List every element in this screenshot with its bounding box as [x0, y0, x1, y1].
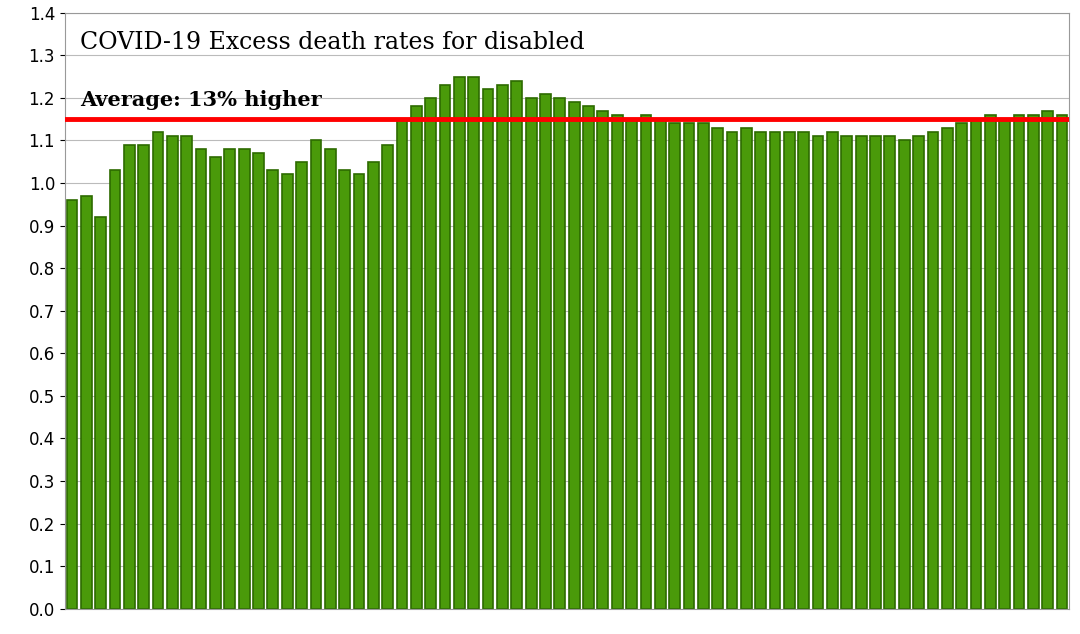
Bar	[855, 136, 866, 609]
Bar	[382, 145, 393, 609]
Bar	[899, 140, 909, 609]
Bar	[870, 136, 881, 609]
Bar	[353, 174, 364, 609]
Bar	[67, 200, 78, 609]
Bar	[540, 94, 551, 609]
Bar	[942, 127, 953, 609]
Bar	[755, 132, 766, 609]
Bar	[426, 98, 436, 609]
Bar	[597, 110, 608, 609]
Bar	[181, 136, 192, 609]
Bar	[497, 85, 508, 609]
Bar	[1042, 110, 1053, 609]
Bar	[268, 170, 279, 609]
Bar	[211, 157, 220, 609]
Bar	[368, 162, 379, 609]
Bar	[311, 140, 321, 609]
Bar	[1014, 115, 1024, 609]
Bar	[1056, 115, 1067, 609]
Bar	[396, 119, 407, 609]
Bar	[1028, 115, 1039, 609]
Bar	[971, 119, 982, 609]
Text: Average: 13% higher: Average: 13% higher	[80, 90, 322, 110]
Bar	[741, 127, 752, 609]
Bar	[827, 132, 838, 609]
Bar	[81, 196, 92, 609]
Bar	[225, 149, 235, 609]
Bar	[798, 132, 809, 609]
Bar	[885, 136, 895, 609]
Bar	[640, 115, 651, 609]
Bar	[914, 136, 923, 609]
Bar	[110, 170, 120, 609]
Bar	[253, 153, 264, 609]
Bar	[670, 124, 680, 609]
Bar	[95, 217, 106, 609]
Bar	[569, 102, 580, 609]
Bar	[469, 77, 480, 609]
Bar	[512, 81, 522, 609]
Bar	[698, 124, 708, 609]
Bar	[554, 98, 565, 609]
Bar	[999, 119, 1010, 609]
Bar	[784, 132, 795, 609]
Bar	[483, 89, 494, 609]
Bar	[526, 98, 537, 609]
Bar	[684, 124, 694, 609]
Bar	[195, 149, 206, 609]
Bar	[654, 119, 665, 609]
Bar	[956, 124, 967, 609]
Bar	[282, 174, 293, 609]
Bar	[440, 85, 450, 609]
Bar	[454, 77, 464, 609]
Bar	[411, 107, 421, 609]
Bar	[985, 115, 996, 609]
Bar	[841, 136, 852, 609]
Bar	[239, 149, 249, 609]
Bar	[167, 136, 178, 609]
Bar	[583, 107, 594, 609]
Bar	[727, 132, 738, 609]
Bar	[813, 136, 823, 609]
Bar	[626, 119, 637, 609]
Bar	[928, 132, 939, 609]
Text: COVID-19 Excess death rates for disabled: COVID-19 Excess death rates for disabled	[80, 30, 584, 53]
Bar	[296, 162, 307, 609]
Bar	[152, 132, 163, 609]
Bar	[770, 132, 781, 609]
Bar	[339, 170, 350, 609]
Bar	[713, 127, 723, 609]
Bar	[612, 115, 622, 609]
Bar	[124, 145, 135, 609]
Bar	[138, 145, 149, 609]
Bar	[325, 149, 336, 609]
